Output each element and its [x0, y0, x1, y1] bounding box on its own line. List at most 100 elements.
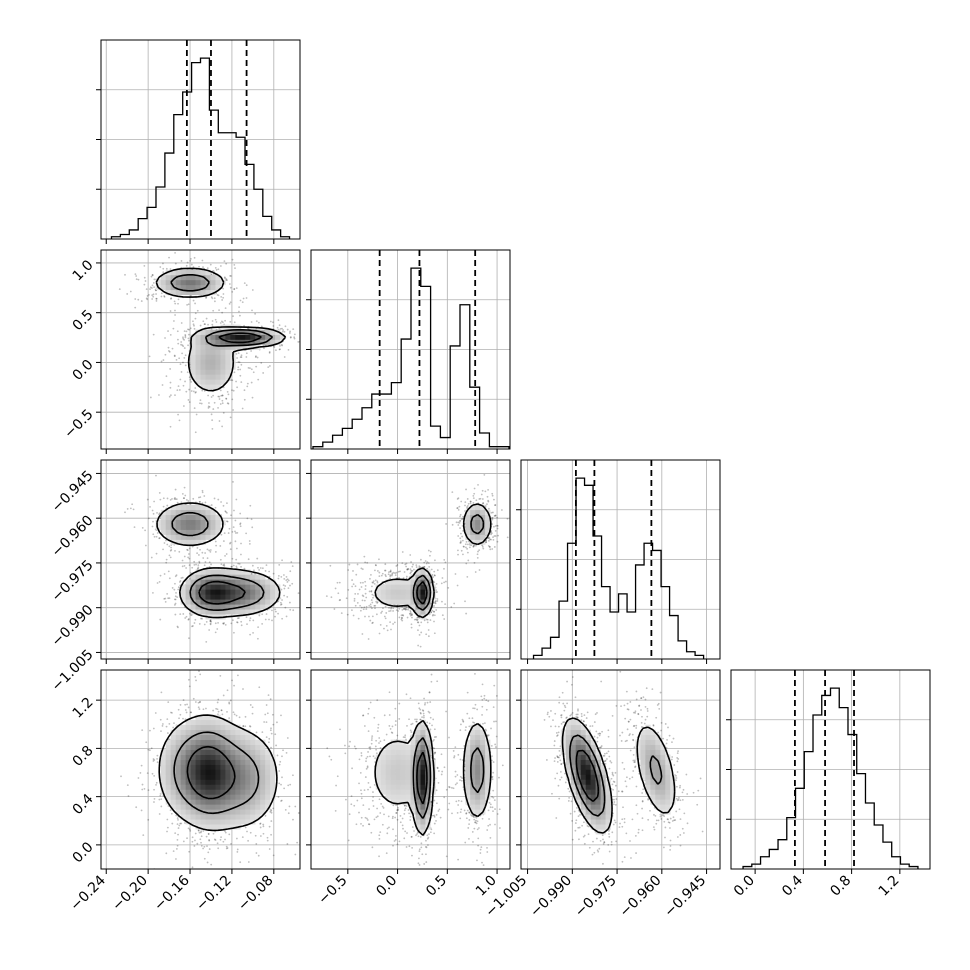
scatter-point [205, 296, 208, 299]
scatter-point [490, 538, 492, 541]
density-cell [195, 609, 201, 615]
scatter-point [239, 368, 242, 371]
scatter-point [223, 563, 226, 566]
density-cell [485, 514, 491, 520]
density-cell [185, 599, 191, 605]
density-cell [195, 519, 201, 525]
scatter-point [291, 582, 294, 585]
scatter-point [408, 612, 411, 615]
scatter-point [478, 498, 481, 500]
scatter-point [201, 491, 204, 494]
scatter-point [281, 559, 283, 562]
scatter-point [166, 543, 169, 546]
scatter-point [230, 379, 233, 381]
density-cell [190, 369, 196, 375]
scatter-point [214, 540, 217, 543]
scatter-point [433, 632, 436, 635]
density-cell [195, 534, 201, 540]
scatter-point [333, 608, 336, 610]
scatter-point [394, 572, 396, 575]
density-cell [245, 344, 251, 350]
scatter-point [163, 573, 166, 575]
scatter-point [215, 544, 218, 547]
density-cell [195, 279, 201, 286]
scatter-point [255, 355, 257, 358]
density-cell [210, 569, 216, 575]
scatter-point [240, 624, 243, 627]
density-cell [195, 509, 201, 516]
density-cell [170, 289, 176, 296]
scatter-point [169, 381, 172, 384]
scatter-point [204, 323, 206, 326]
scatter-point [178, 389, 181, 391]
scatter-point [280, 603, 283, 606]
scatter-point [233, 321, 236, 324]
scatter-point [189, 572, 192, 574]
scatter-point [239, 356, 242, 359]
density-cell [195, 274, 201, 281]
scatter-point [164, 597, 167, 600]
density-cell [215, 359, 221, 365]
scatter-point [496, 525, 499, 527]
scatter-point [404, 608, 407, 610]
density-cell [195, 334, 201, 340]
scatter-point [417, 621, 420, 624]
density-cell [215, 574, 221, 580]
density-cell [215, 519, 221, 525]
scatter-point [416, 616, 419, 619]
density-cell [195, 359, 201, 365]
scatter-point [403, 608, 406, 611]
density-cell [200, 374, 206, 380]
density-cell [425, 574, 431, 580]
density-cell [165, 519, 171, 525]
scatter-point [161, 384, 164, 386]
scatter-point [397, 570, 400, 573]
density-cell [220, 594, 226, 600]
scatter-point [151, 509, 154, 512]
scatter-point [209, 263, 212, 266]
density-cell [415, 589, 421, 595]
scatter-point [196, 552, 199, 555]
density-cell [470, 519, 476, 525]
scatter-point [283, 574, 285, 576]
density-cell [205, 579, 211, 585]
scatter-point [387, 573, 390, 576]
density-cell [235, 334, 241, 340]
density-cell [420, 594, 426, 600]
density-cell [175, 279, 181, 286]
density-cell [255, 604, 261, 610]
density-cell [170, 529, 176, 535]
density-cell [210, 514, 216, 520]
density-cell [210, 534, 216, 540]
scatter-point [179, 613, 182, 616]
scatter-point [234, 532, 237, 534]
scatter-point [208, 549, 211, 552]
scatter-point [213, 497, 216, 500]
scatter-point [228, 527, 231, 530]
scatter-point [183, 555, 186, 558]
scatter-point [184, 335, 187, 337]
scatter-point [481, 544, 484, 547]
scatter-point [417, 644, 420, 647]
scatter-point [188, 328, 190, 331]
scatter-point [196, 547, 199, 549]
scatter-point [285, 576, 288, 578]
scatter-point [405, 606, 408, 609]
scatter-point [218, 420, 221, 422]
scatter-point [462, 545, 465, 548]
density-cell [270, 579, 276, 585]
scatter-point [281, 344, 284, 347]
scatter-point [415, 564, 418, 567]
scatter-point [118, 288, 121, 291]
scatter-point [241, 301, 244, 304]
scatter-point [389, 621, 391, 624]
scatter-point [198, 560, 201, 563]
density-cell [220, 334, 226, 340]
scatter-point [371, 581, 374, 584]
scatter-point [461, 539, 464, 542]
scatter-point [151, 274, 154, 276]
density-cell [220, 604, 226, 610]
scatter-point [166, 497, 169, 500]
scatter-point [472, 545, 475, 548]
scatter-point [162, 497, 165, 500]
